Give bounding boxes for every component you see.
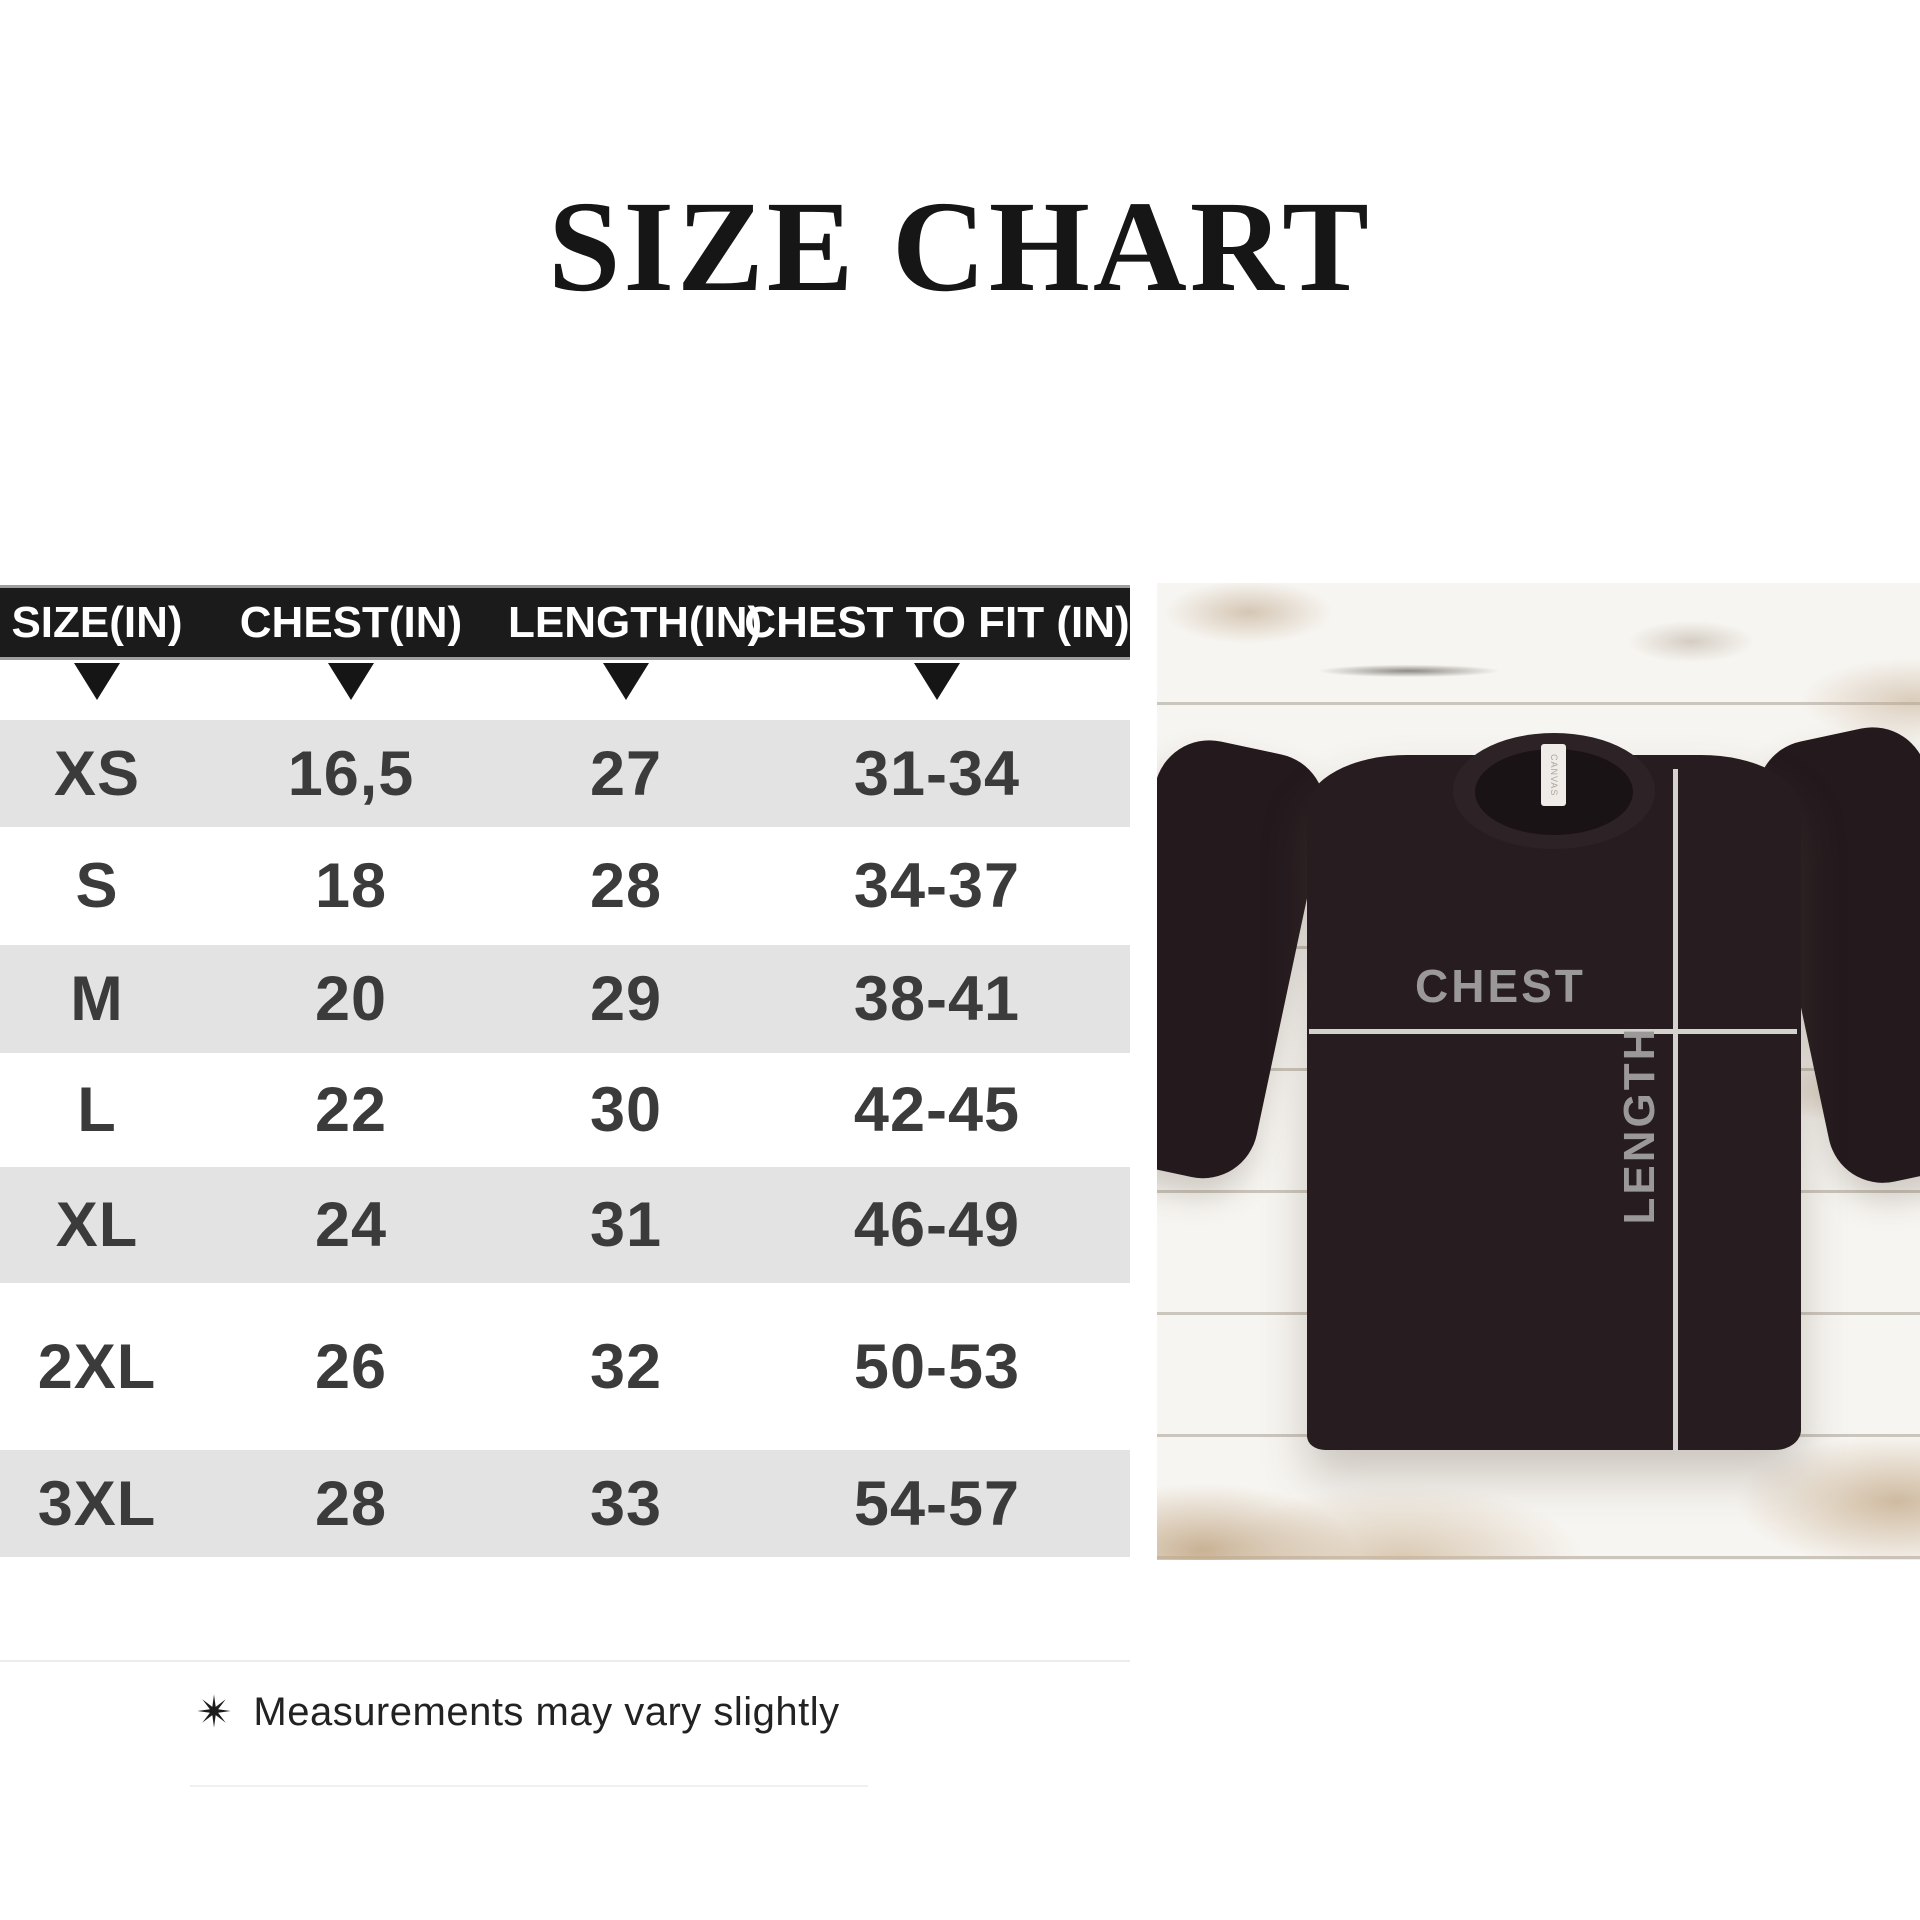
- fit-value: 46-49: [853, 1190, 1021, 1260]
- table-row: 2XL 26 32 50-53: [0, 1283, 1130, 1450]
- table-row: S 18 28 34-37: [0, 827, 1130, 945]
- tshirt-measurement-photo: CANVAS CHEST LENGTH: [1157, 583, 1920, 1560]
- size-table-header: SIZE(IN) CHEST(IN) LENGTH(IN) CHEST TO F…: [0, 585, 1130, 660]
- triangle-down-icon: [74, 663, 120, 700]
- chest-value: 18: [314, 851, 388, 921]
- chest-value: 20: [314, 964, 388, 1034]
- chest-value: 24: [314, 1190, 388, 1260]
- length-value: 28: [589, 851, 663, 921]
- asterisk-star-icon: ✴: [196, 1687, 234, 1737]
- column-markers: [0, 663, 1130, 705]
- table-row: XL 24 31 46-49: [0, 1167, 1130, 1283]
- triangle-down-icon: [914, 663, 960, 700]
- column-header-length: LENGTH(IN): [508, 597, 763, 647]
- fit-value: 54-57: [853, 1468, 1021, 1539]
- page-title: SIZE CHART: [548, 175, 1372, 319]
- length-value: 29: [589, 964, 663, 1034]
- size-value: S: [75, 851, 119, 921]
- chest-value: 26: [314, 1331, 388, 1402]
- tshirt-body: [1307, 755, 1801, 1450]
- fit-value: 31-34: [853, 738, 1021, 809]
- chest-label: CHEST: [1415, 960, 1586, 1012]
- neck-tag-text: CANVAS: [1549, 753, 1559, 797]
- divider-line: [0, 1660, 1130, 1662]
- size-value: XS: [53, 738, 141, 809]
- length-label: LENGTH: [1615, 1025, 1664, 1225]
- footnote-text: Measurements may vary slightly: [253, 1690, 840, 1734]
- chest-value: 16,5: [287, 738, 415, 809]
- chest-measure-line: [1309, 1029, 1797, 1034]
- divider-line: [190, 1785, 868, 1787]
- size-value: M: [70, 964, 124, 1034]
- size-value: 3XL: [37, 1468, 157, 1539]
- length-value: 32: [589, 1331, 663, 1402]
- size-value: 2XL: [37, 1331, 157, 1402]
- table-row: 3XL 28 33 54-57: [0, 1450, 1130, 1557]
- column-header-size: SIZE(IN): [11, 597, 183, 647]
- length-value: 27: [589, 738, 663, 809]
- size-table-body: XS 16,5 27 31-34 S 18 28 34-37 M 20 29 3…: [0, 720, 1130, 1557]
- size-value: XL: [55, 1190, 139, 1260]
- length-measure-line: [1673, 769, 1678, 1451]
- table-row: XS 16,5 27 31-34: [0, 720, 1130, 827]
- fit-value: 42-45: [853, 1075, 1021, 1145]
- fit-value: 38-41: [853, 964, 1021, 1034]
- table-row: M 20 29 38-41: [0, 945, 1130, 1053]
- column-header-chest: CHEST(IN): [239, 597, 463, 647]
- table-row: L 22 30 42-45: [0, 1053, 1130, 1167]
- triangle-down-icon: [328, 663, 374, 700]
- length-value: 30: [589, 1075, 663, 1145]
- length-value: 31: [589, 1190, 663, 1260]
- chest-value: 22: [314, 1075, 388, 1145]
- fit-value: 34-37: [853, 851, 1021, 921]
- neck-tag: CANVAS: [1541, 744, 1566, 806]
- fit-value: 50-53: [853, 1331, 1021, 1402]
- footnote: ✴ Measurements may vary slightly: [196, 1690, 840, 1735]
- column-header-chest-to-fit: CHEST TO FIT (IN): [744, 597, 1130, 647]
- chest-value: 28: [314, 1468, 388, 1539]
- length-value: 33: [589, 1468, 663, 1539]
- size-value: L: [77, 1075, 117, 1145]
- triangle-down-icon: [603, 663, 649, 700]
